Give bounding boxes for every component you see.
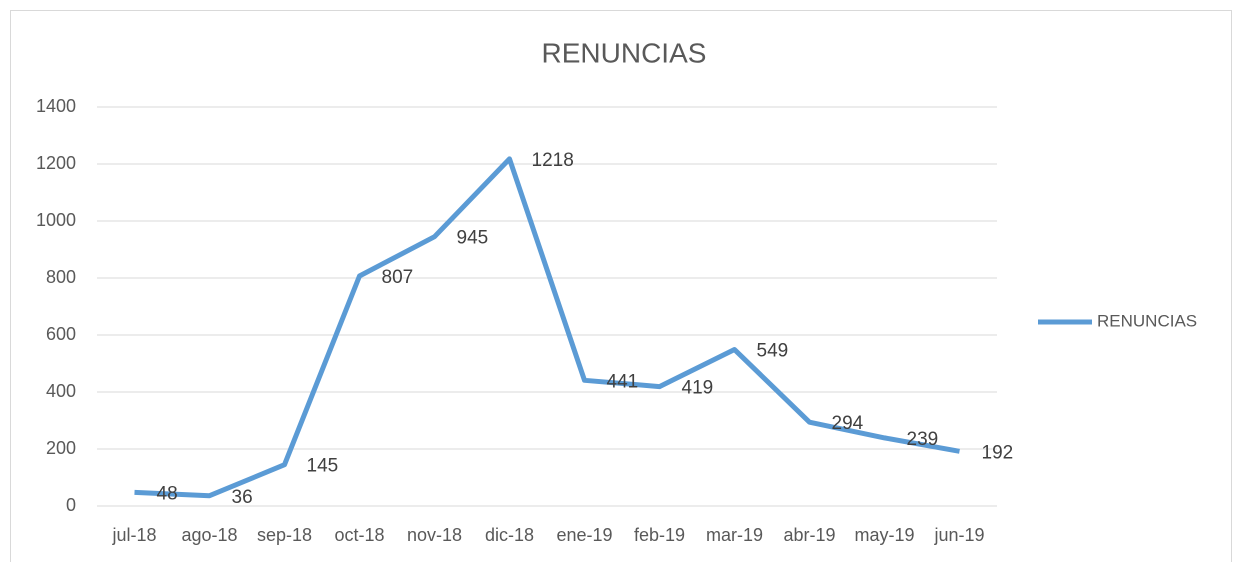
data-label: 419 (682, 378, 714, 399)
data-label: 549 (757, 341, 789, 362)
y-tick-label: 600 (46, 324, 76, 344)
data-label: 48 (157, 483, 178, 504)
x-tick-label: dic-18 (485, 525, 534, 545)
y-tick-label: 1400 (36, 96, 76, 116)
data-label: 294 (832, 413, 864, 434)
data-label: 1218 (532, 150, 574, 171)
chart-title: RENUNCIAS (542, 37, 707, 68)
data-label: 441 (607, 371, 639, 392)
legend-label: RENUNCIAS (1097, 311, 1197, 330)
y-tick-label: 400 (46, 381, 76, 401)
x-tick-label: sep-18 (257, 525, 312, 545)
data-label: 807 (382, 267, 414, 288)
y-tick-label: 800 (46, 267, 76, 287)
x-tick-label: abr-19 (783, 525, 835, 545)
x-tick-label: oct-18 (334, 525, 384, 545)
x-tick-label: ene-19 (556, 525, 612, 545)
data-label: 945 (457, 228, 489, 249)
y-tick-label: 200 (46, 438, 76, 458)
y-tick-label: 0 (66, 495, 76, 515)
x-tick-label: mar-19 (706, 525, 763, 545)
x-tick-label: ago-18 (181, 525, 237, 545)
data-label: 239 (907, 429, 939, 450)
chart-frame (10, 10, 1232, 562)
x-tick-label: nov-18 (407, 525, 462, 545)
y-tick-label: 1200 (36, 153, 76, 173)
x-tick-label: jul-18 (111, 525, 156, 545)
data-label: 192 (982, 442, 1014, 463)
data-label: 145 (307, 456, 339, 477)
x-tick-label: feb-19 (634, 525, 685, 545)
y-tick-label: 1000 (36, 210, 76, 230)
x-tick-label: jun-19 (933, 525, 984, 545)
data-label: 36 (232, 487, 253, 508)
x-tick-label: may-19 (854, 525, 914, 545)
line-series (134, 156, 960, 499)
